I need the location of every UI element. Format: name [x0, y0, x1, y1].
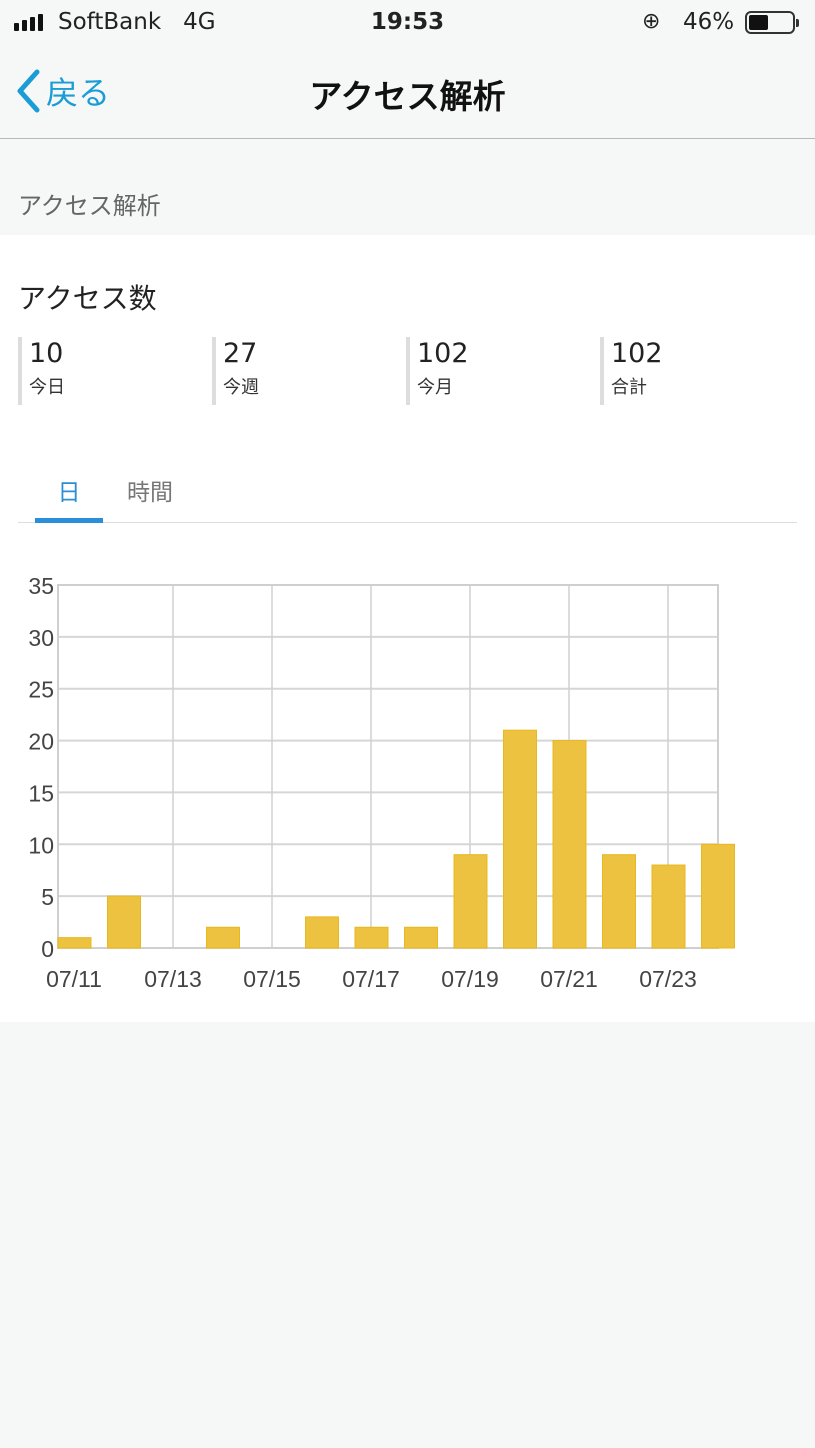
battery-percent: 46% [683, 9, 735, 35]
nav-bar: 戻る アクセス解析 [0, 46, 815, 139]
clock: 19:53 [370, 9, 445, 35]
back-button[interactable]: 戻る [16, 68, 110, 114]
x-tick-label: 07/11 [46, 966, 102, 992]
x-tick-label: 07/21 [540, 966, 598, 992]
y-tick-label: 0 [41, 936, 54, 962]
y-tick-label: 5 [41, 884, 54, 910]
bar-chart: 0 5 10 15 20 25 30 35 07/11 07/13 07/15 07/17 07/19 0… [28, 573, 735, 992]
x-tick-label: 07/15 [243, 966, 301, 992]
bar-07/19 [453, 854, 488, 949]
bar-07/22 [602, 854, 636, 949]
bar-07/11 [57, 937, 92, 949]
page-title: アクセス解析 [309, 77, 506, 116]
bar-07/24 [701, 843, 735, 949]
bar-07/21 [552, 740, 587, 949]
x-tick-label: 07/19 [441, 966, 499, 992]
active-tab-indicator [35, 518, 103, 523]
y-tick-label: 30 [28, 625, 54, 651]
back-label: 戻る [46, 74, 111, 112]
x-tick-label: 07/23 [639, 966, 697, 992]
stat-week: 27 今週 [212, 337, 406, 405]
stat-month: 102 今月 [406, 337, 600, 405]
battery-icon [745, 11, 799, 34]
bar-07/23 [651, 864, 686, 949]
carrier: SoftBank 4G [58, 9, 216, 35]
y-tick-label: 35 [28, 573, 54, 599]
y-tick-label: 25 [28, 677, 54, 703]
stats-row: 10 今日 27 今週 102 今月 102 合計 [18, 337, 794, 405]
access-card: アクセス数 10 今日 27 今週 102 今月 102 合計 日 時間 0 5 10 15 2… [0, 235, 815, 1022]
card-title: アクセス数 [18, 282, 157, 315]
stat-total: 102 合計 [600, 337, 794, 405]
bar-07/18 [404, 926, 438, 949]
tab-bar: 日 時間 [18, 465, 797, 523]
y-tick-label: 15 [28, 780, 54, 806]
status-bar: SoftBank 4G 19:53 ⊕ 46% [0, 0, 815, 46]
signal-icon [14, 14, 43, 31]
bar-07/14 [206, 926, 240, 949]
x-tick-label: 07/17 [342, 966, 400, 992]
bar-07/12 [107, 895, 141, 949]
stat-today: 10 今日 [18, 337, 212, 405]
tab-hour[interactable]: 時間 [127, 480, 173, 506]
bar-07/17 [354, 926, 389, 949]
orientation-lock-icon: ⊕ [642, 9, 661, 34]
section-header: アクセス解析 [18, 192, 161, 220]
y-tick-label: 20 [28, 729, 54, 755]
y-tick-label: 10 [28, 832, 54, 858]
bar-07/16 [305, 916, 339, 949]
chevron-left-icon [17, 69, 40, 113]
x-tick-label: 07/13 [144, 966, 202, 992]
bar-07/20 [503, 729, 537, 949]
tab-day[interactable]: 日 [57, 480, 81, 506]
